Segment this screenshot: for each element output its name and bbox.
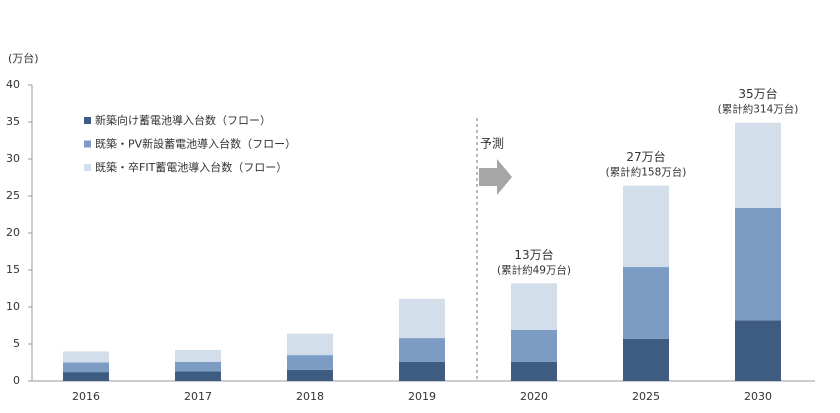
bar-segment [735,122,781,208]
bar-segment [623,338,669,381]
x-tick-label: 2020 [520,390,548,403]
bar-segment [175,371,221,381]
y-tick-label: 10 [6,300,20,313]
bar-segment [63,351,109,363]
bar-segment [735,207,781,321]
legend-swatch [84,164,91,171]
bar-segment [623,185,669,268]
legend-label: 既築・PV新設蓄電池導入台数（フロー） [95,137,296,151]
x-tick-label: 2025 [632,390,660,403]
x-tick-label: 2018 [296,390,324,403]
y-unit: (万台) [8,51,39,65]
bar-segment [511,329,557,362]
x-tick-label: 2019 [408,390,436,403]
bar-segment [511,361,557,381]
legend-swatch [84,140,91,148]
bar-segment [399,361,445,381]
bar-segment [399,338,445,362]
bar-segment [623,267,669,339]
forecast-arrow [479,159,512,195]
legend-label: 既築・卒FIT蓄電池導入台数（フロー） [95,160,287,174]
y-tick-label: 0 [13,374,20,387]
bar-segment [399,298,445,339]
y-tick-label: 35 [6,115,20,128]
y-tick-label: 40 [6,78,20,91]
total-label: 13万台 [514,247,553,262]
bar-segment [511,283,557,330]
y-tick-label: 30 [6,152,20,165]
legend-swatch [84,117,91,124]
y-tick-label: 5 [13,337,20,350]
x-tick-label: 2017 [184,390,212,403]
y-tick-label: 15 [6,263,20,276]
total-label: 35万台 [738,86,777,101]
cumulative-label: (累計約314万台) [718,103,799,116]
bar-segment [287,369,333,381]
bar-segment [287,333,333,356]
y-tick-label: 20 [6,226,20,239]
x-tick-label: 2016 [72,390,100,403]
bar-segment [63,372,109,381]
bar-segment [63,362,109,373]
bar-segment [175,361,221,372]
x-tick-label: 2030 [744,390,772,403]
total-label: 27万台 [626,149,665,164]
cumulative-label: (累計約158万台) [606,166,687,179]
forecast-label: 予測 [480,137,504,151]
cumulative-label: (累計約49万台) [497,263,571,276]
bar-segment [735,320,781,381]
y-tick-label: 25 [6,189,20,202]
bar-segment [175,349,221,362]
legend-label: 新築向け蓄電池導入台数（フロー） [95,113,271,127]
bar-segment [287,355,333,370]
